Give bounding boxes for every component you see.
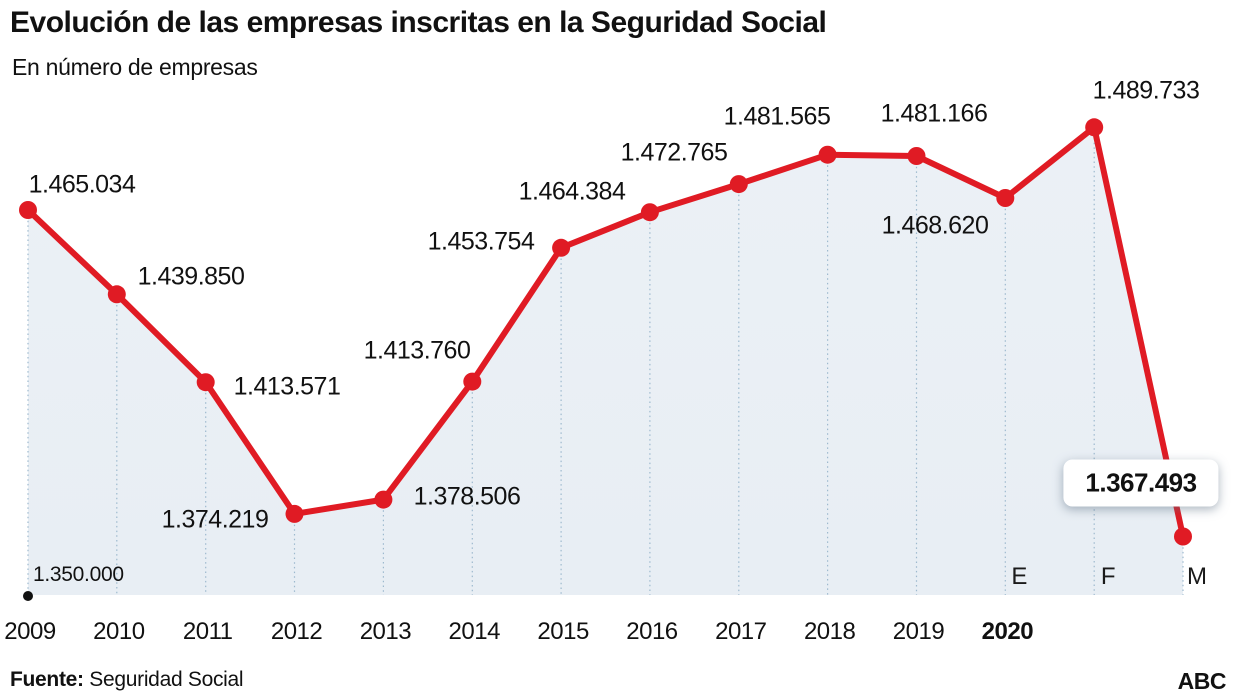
data-point-dot bbox=[374, 490, 393, 509]
trend-line bbox=[25, 124, 1186, 540]
data-point-dot bbox=[463, 372, 482, 391]
data-point-dot bbox=[1085, 118, 1104, 137]
data-point-label: 1.378.506 bbox=[413, 482, 521, 511]
year-axis-label: 2019 bbox=[892, 618, 945, 645]
year-axis-label: 2017 bbox=[715, 618, 767, 645]
chart-svg bbox=[19, 118, 1192, 601]
data-point-label: 1.374.219 bbox=[161, 505, 269, 534]
data-point-label: 1.413.571 bbox=[233, 372, 341, 401]
highlight-value-box: 1.367.493 bbox=[1063, 459, 1219, 507]
data-point-dot bbox=[996, 189, 1015, 207]
source-label: Fuente: bbox=[10, 668, 84, 691]
data-point-dot bbox=[19, 201, 37, 219]
data-point-dot bbox=[907, 147, 926, 165]
year-axis-label: 2011 bbox=[182, 618, 233, 645]
year-axis-label: 2020 bbox=[981, 618, 1034, 645]
data-point-dot bbox=[107, 285, 126, 304]
data-point-label: 1.489.733 bbox=[1092, 76, 1200, 105]
data-point-label: 1.453.754 bbox=[427, 227, 535, 256]
source-value: Seguridad Social bbox=[89, 668, 244, 691]
source-note: Fuente: Seguridad Social bbox=[10, 668, 244, 692]
data-point-dot bbox=[640, 203, 659, 222]
area-fill bbox=[28, 127, 1183, 596]
data-point-label: 1.481.565 bbox=[723, 102, 831, 131]
data-point-label: 1.472.765 bbox=[620, 138, 728, 167]
baseline-value-label: 1.350.000 bbox=[33, 563, 124, 586]
year-axis-label: 2009 bbox=[4, 618, 56, 645]
data-point-label: 1.413.760 bbox=[363, 336, 471, 365]
data-point-dot bbox=[552, 238, 571, 257]
year-axis-label: 2010 bbox=[93, 618, 145, 645]
year-axis-label: 2013 bbox=[359, 618, 412, 645]
line-chart bbox=[19, 118, 1192, 601]
data-point-label: 1.439.850 bbox=[137, 262, 245, 291]
page-title: Evolución de las empresas inscritas en l… bbox=[10, 6, 827, 39]
data-point-label: 1.468.620 bbox=[881, 211, 989, 240]
month-axis-label: M bbox=[1187, 563, 1208, 590]
year-axis-label: 2015 bbox=[537, 618, 589, 645]
data-point-dot bbox=[196, 373, 215, 392]
data-point-dot bbox=[818, 145, 837, 164]
page-subtitle: En número de empresas bbox=[12, 54, 258, 80]
month-axis-label: E bbox=[1011, 563, 1028, 590]
year-axis-label: 2012 bbox=[270, 618, 323, 645]
baseline-dot bbox=[23, 591, 33, 601]
data-point-label: 1.481.166 bbox=[880, 99, 988, 128]
data-point-dot bbox=[729, 175, 748, 194]
month-axis-label: F bbox=[1100, 563, 1116, 590]
data-point-dot bbox=[1174, 527, 1192, 546]
data-point-dot bbox=[285, 504, 304, 523]
data-point-label: 1.464.384 bbox=[518, 177, 626, 206]
data-point-label: 1.465.034 bbox=[28, 170, 136, 199]
year-axis-label: 2014 bbox=[448, 618, 501, 645]
brand-logo: ABC bbox=[1177, 668, 1227, 694]
year-axis-label: 2018 bbox=[803, 618, 856, 645]
year-axis-label: 2016 bbox=[626, 618, 678, 645]
